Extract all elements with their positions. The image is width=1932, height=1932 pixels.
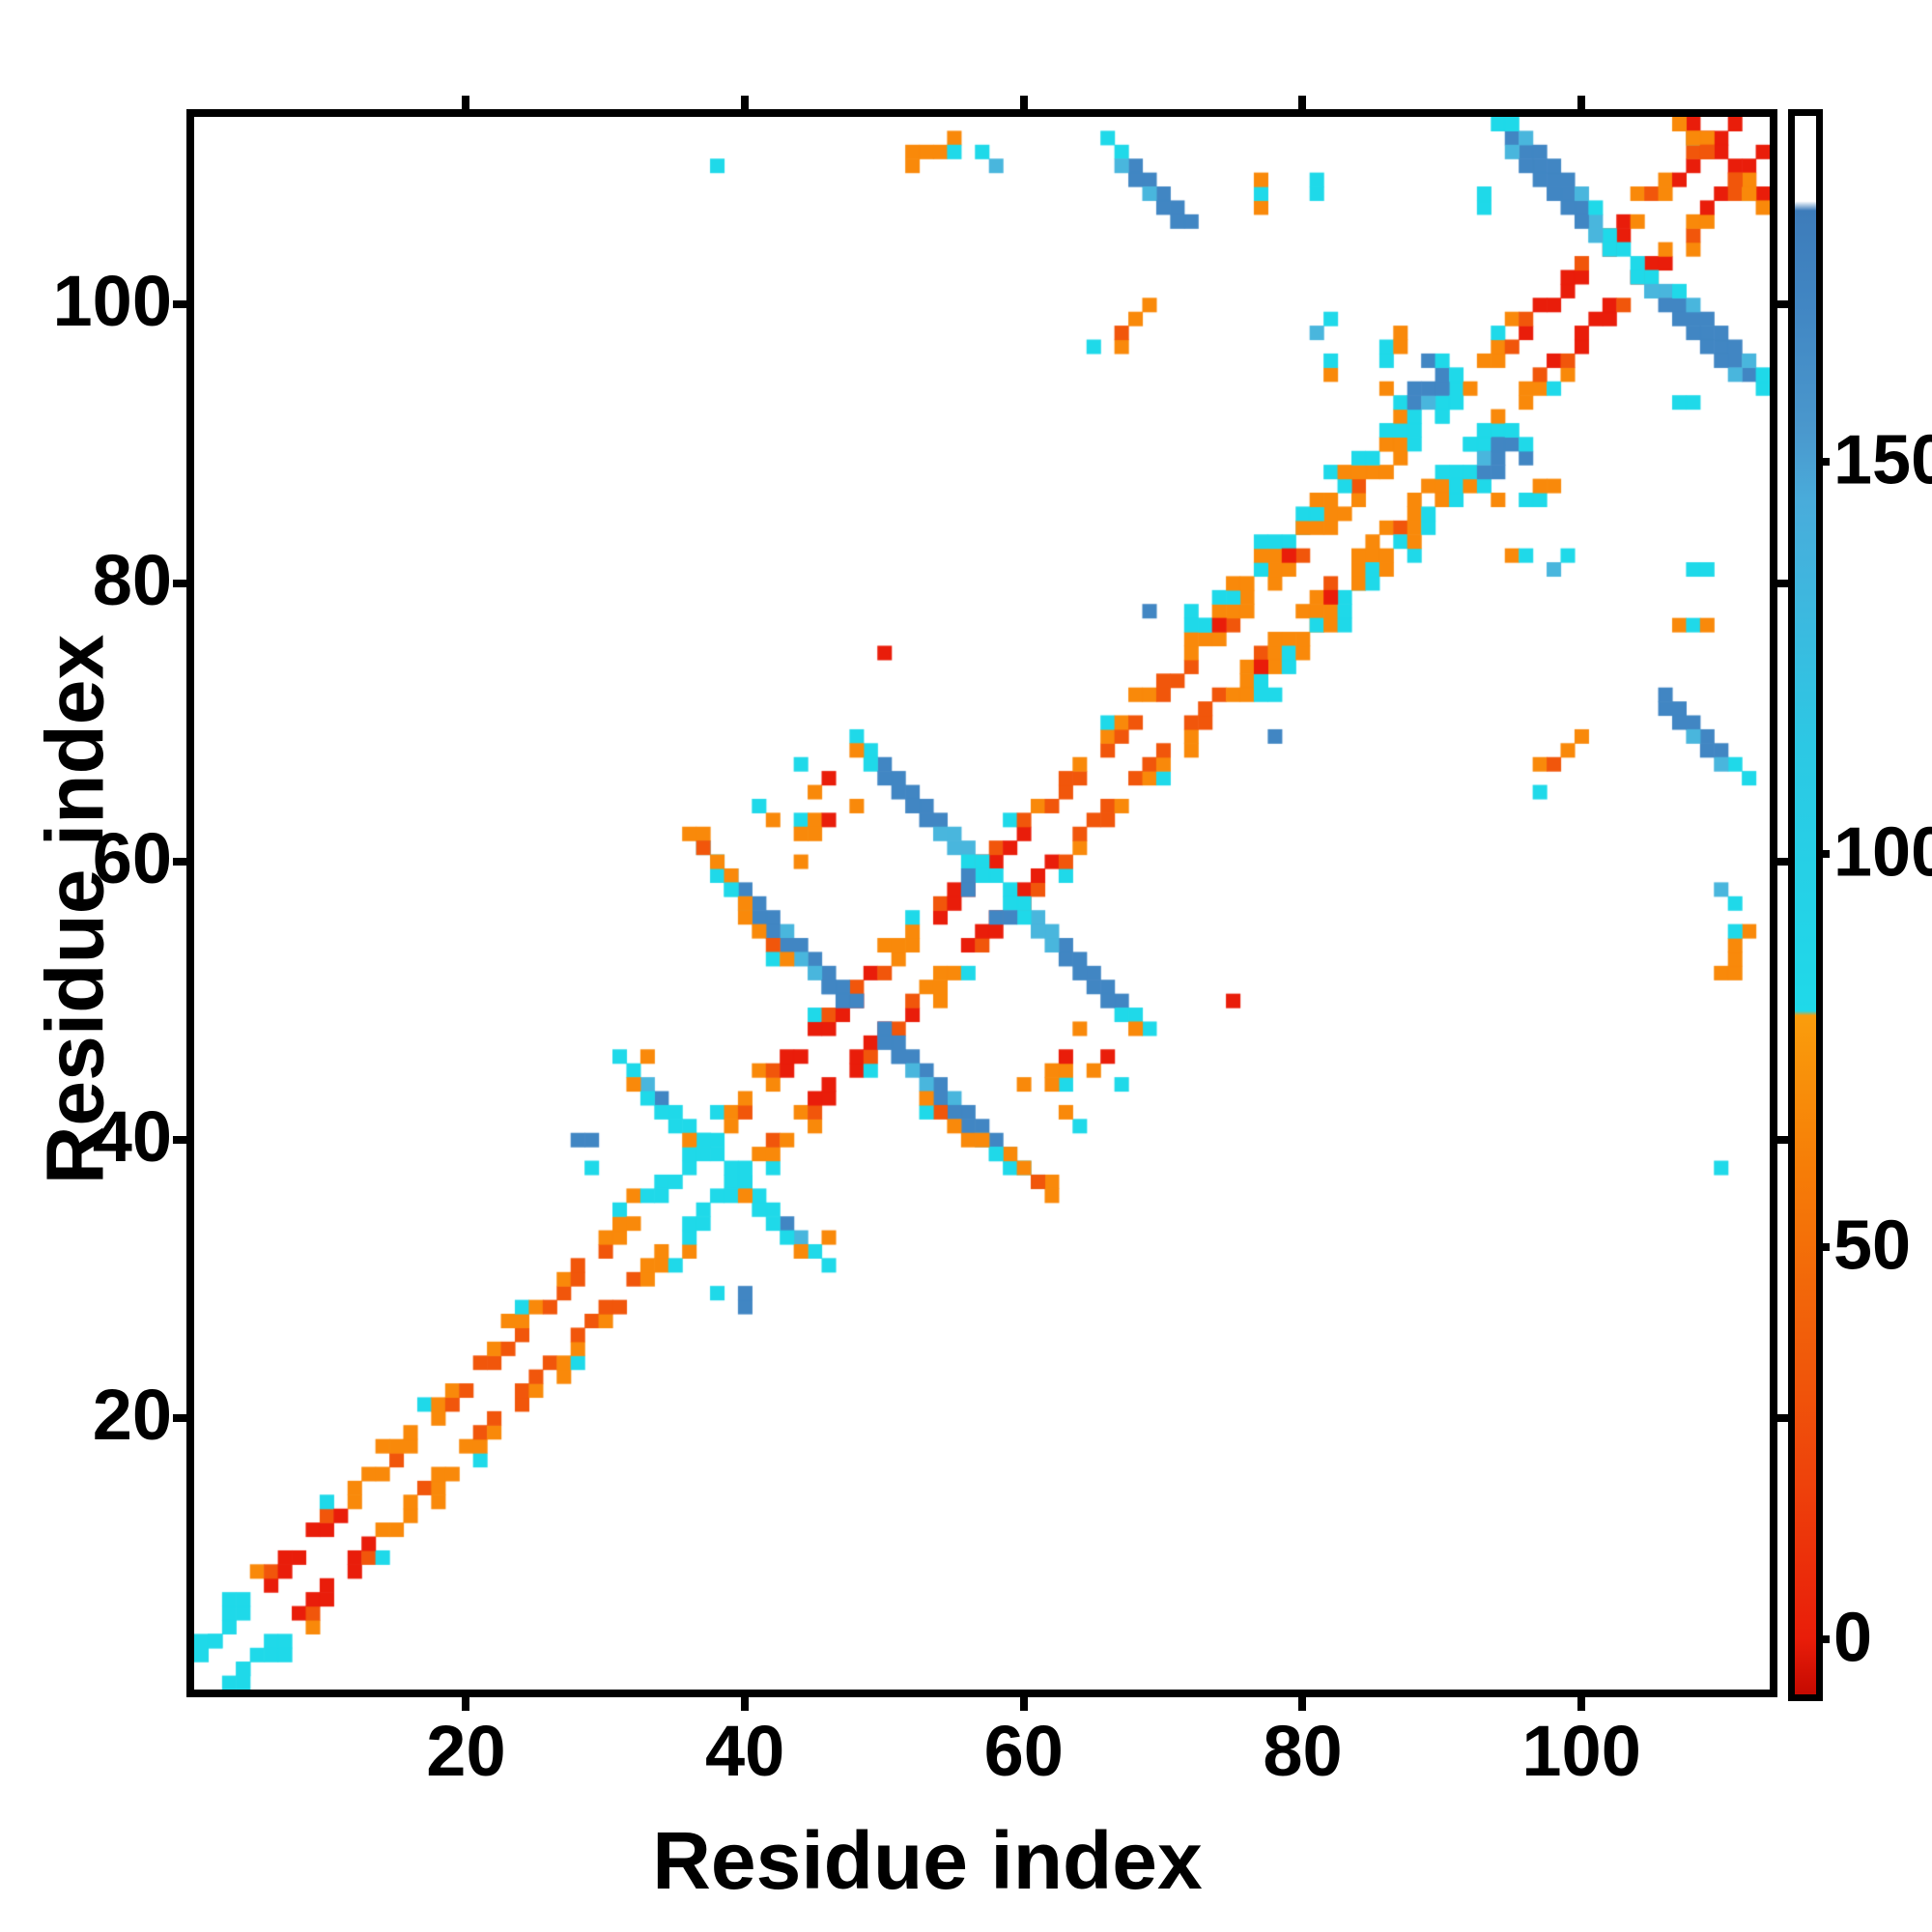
axis-tick-mark [1777,1414,1791,1423]
axis-tick-mark [462,1697,470,1711]
colorbar [1788,109,1823,1701]
y-tick-label: 100 [52,261,172,342]
x-tick-label: 100 [1521,1711,1641,1791]
colorbar-tick-label: 0 [1833,1599,1873,1677]
contact-map-canvas [194,117,1770,1690]
axis-tick-mark [741,1697,750,1711]
y-axis-label: Residue index [29,634,121,1185]
axis-tick-mark [1298,1697,1307,1711]
x-tick-label: 20 [426,1711,506,1791]
axis-tick-mark [1777,1135,1791,1144]
axis-tick-mark [1577,1697,1586,1711]
y-tick-label: 80 [92,539,172,620]
axis-tick-mark [1777,300,1791,309]
axis-tick-mark [1777,857,1791,866]
colorbar-tick-mark [1816,457,1830,466]
y-tick-label: 40 [92,1096,172,1178]
y-tick-label: 60 [92,817,172,898]
axis-tick-mark [173,300,186,309]
axis-tick-mark [173,857,186,866]
axis-tick-mark [741,96,750,109]
axis-tick-mark [1777,579,1791,587]
colorbar-tick-mark [1816,850,1830,859]
y-tick-label: 20 [92,1375,172,1456]
axis-tick-mark [1298,96,1307,109]
axis-tick-mark [1019,96,1028,109]
x-tick-label: 80 [1263,1711,1343,1791]
axis-tick-mark [173,1135,186,1144]
axis-tick-mark [1577,96,1586,109]
colorbar-tick-mark [1816,1242,1830,1251]
axis-tick-mark [462,96,470,109]
colorbar-tick-label: 150 [1833,421,1932,499]
x-tick-label: 40 [704,1711,785,1791]
colorbar-tick-mark [1816,1635,1830,1644]
axis-tick-mark [173,579,186,587]
axis-tick-mark [173,1414,186,1423]
colorbar-tick-label: 100 [1833,813,1932,892]
axis-tick-mark [1019,1697,1028,1711]
colorbar-tick-label: 50 [1833,1206,1912,1284]
x-tick-label: 60 [983,1711,1064,1791]
colorbar-gradient [1795,116,1816,1694]
x-axis-label: Residue index [652,1815,1203,1906]
